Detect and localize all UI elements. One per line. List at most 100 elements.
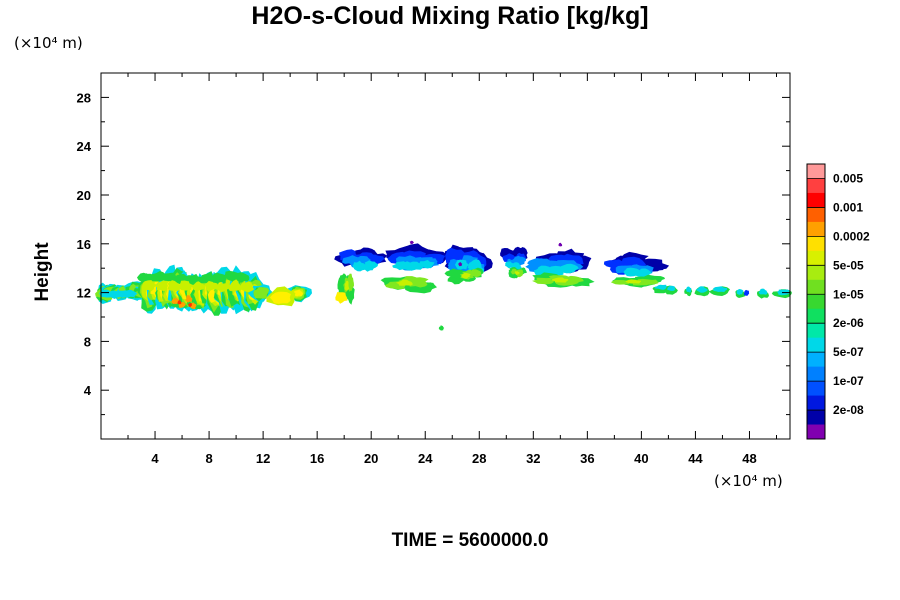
x-axis-unit: (×10⁴ m) xyxy=(714,472,783,490)
chart-title: H2O-s-Cloud Mixing Ratio [kg/kg] xyxy=(251,2,649,30)
cloud-cell xyxy=(625,279,641,284)
cloud-cell xyxy=(177,300,182,305)
colorbar-swatch xyxy=(807,424,825,440)
y-tick-label: 20 xyxy=(77,188,91,203)
cloud-cell xyxy=(344,280,350,291)
cloud-cell xyxy=(392,261,411,271)
cloud-cell xyxy=(161,272,178,282)
colorbar-swatch xyxy=(807,337,825,353)
cloud-cell xyxy=(438,325,445,331)
cloud-cell xyxy=(171,297,179,304)
cloud-cell xyxy=(455,259,470,270)
cloud-cell xyxy=(461,272,471,279)
y-tick-label: 24 xyxy=(77,139,92,154)
cloud-cell xyxy=(123,289,138,298)
y-tick-label: 12 xyxy=(77,286,91,301)
x-tick-label: 4 xyxy=(151,451,159,466)
cloud-cell xyxy=(532,277,554,285)
cloud-cell xyxy=(352,264,366,272)
cloud-cell xyxy=(137,272,154,282)
cloud-cell xyxy=(362,263,376,272)
cloud-cell xyxy=(736,289,744,295)
x-tick-label: 8 xyxy=(205,451,212,466)
x-tick-label: 48 xyxy=(742,451,756,466)
cloud-cell xyxy=(406,279,428,288)
plot-frame xyxy=(100,72,791,440)
colorbar-swatch xyxy=(807,366,825,382)
cloud-cell xyxy=(348,277,354,291)
colorbar-swatch xyxy=(807,279,825,295)
colorbar-label: 1e-05 xyxy=(833,287,864,301)
x-tick-label: 32 xyxy=(526,451,540,466)
cloud-cell xyxy=(204,280,218,292)
colorbar-swatch xyxy=(807,250,825,266)
x-tick-label: 28 xyxy=(472,451,486,466)
colorbar-swatch xyxy=(807,221,825,237)
cloud-cell xyxy=(188,302,192,307)
cloud-cell xyxy=(514,271,520,275)
cloud-cell xyxy=(417,259,435,269)
colorbar-swatch xyxy=(807,294,825,310)
cloud-cell xyxy=(695,286,708,293)
cloud-cell xyxy=(667,285,676,291)
y-tick-label: 28 xyxy=(77,90,91,105)
cloud-cell xyxy=(505,261,513,268)
y-axis-unit: (×10⁴ m) xyxy=(14,34,83,52)
cloud-cell xyxy=(142,280,158,292)
cloud-cell xyxy=(758,288,768,295)
x-tick-label: 12 xyxy=(256,451,270,466)
cloud-cell xyxy=(467,259,482,271)
cloud-cell xyxy=(167,280,181,292)
cloud-cell xyxy=(458,262,463,267)
cloud-cell xyxy=(215,282,231,293)
cloud-cell xyxy=(551,277,569,283)
colorbar-label: 5e-05 xyxy=(833,258,864,272)
cloud-field xyxy=(95,240,792,331)
x-tick-label: 40 xyxy=(634,451,648,466)
colorbar-swatch xyxy=(807,308,825,324)
cloud-cell xyxy=(713,286,728,292)
colorbar-label: 0.0002 xyxy=(833,229,870,243)
colorbar-label: 5e-07 xyxy=(833,345,864,359)
colorbar-swatch xyxy=(807,236,825,252)
cloud-cell xyxy=(335,292,348,304)
colorbar: 0.005 0.001 0.0002 5e-05 1e-05 2e-06 5e-07 1e-0… xyxy=(806,163,870,440)
cloud-cell xyxy=(547,265,567,276)
colorbar-frame xyxy=(806,163,826,440)
y-tick-label: 4 xyxy=(84,383,92,398)
cloud-cell xyxy=(224,270,239,282)
cloud-cell xyxy=(395,279,413,286)
colorbar-label: 0.001 xyxy=(833,200,863,214)
colorbar-swatch xyxy=(807,410,825,425)
cloud-cell xyxy=(269,291,291,304)
cloud-cell xyxy=(535,265,553,276)
cloud-cell xyxy=(240,281,255,293)
colorbar-swatch xyxy=(807,192,825,208)
cloud-cell xyxy=(253,287,270,299)
cloud-cell xyxy=(686,286,692,293)
time-label: TIME = 5600000.0 xyxy=(391,530,549,551)
x-tick-label: 16 xyxy=(310,451,324,466)
cloud-cell xyxy=(409,240,414,245)
x-tick-label: 36 xyxy=(580,451,594,466)
colorbar-swatch xyxy=(807,395,825,411)
colorbar-label: 2e-08 xyxy=(833,403,864,417)
cloud-cell xyxy=(228,281,243,292)
cloud-cell xyxy=(293,289,303,297)
colorbar-swatch xyxy=(807,323,825,339)
colorbar-swatch xyxy=(807,207,825,223)
colorbar-label: 0.005 xyxy=(833,171,863,185)
colorbar-swatch xyxy=(807,381,825,396)
cloud-cell xyxy=(210,272,227,284)
x-tick-label: 44 xyxy=(688,451,703,466)
colorbar-label: 1e-07 xyxy=(833,374,864,388)
colorbar-label: 2e-06 xyxy=(833,316,864,330)
cloud-cell xyxy=(558,242,563,247)
cloud-cell xyxy=(743,289,750,296)
colorbar-swatch xyxy=(807,352,825,368)
cloud-cell xyxy=(185,295,193,303)
colorbar-swatch xyxy=(807,265,825,281)
y-tick-label: 16 xyxy=(77,237,91,252)
cloud-cell xyxy=(337,275,347,293)
